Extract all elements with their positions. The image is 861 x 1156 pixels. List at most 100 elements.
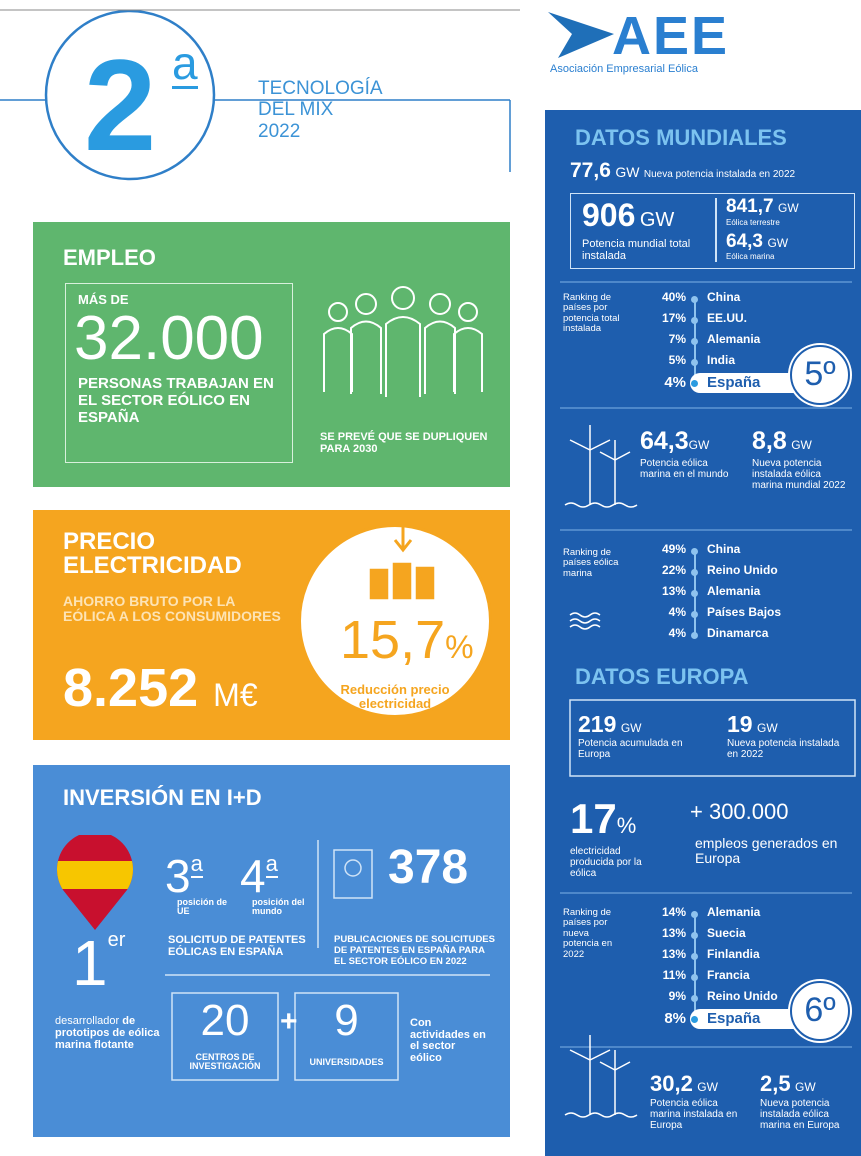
ranking-dot (691, 380, 698, 387)
ranking-dot (691, 632, 698, 639)
eu-offshore-new-label: Nueva potencia instalada eólica marina e… (760, 1098, 840, 1131)
stat-value: 19 (727, 711, 753, 737)
stat-unit: GW (757, 721, 778, 735)
ranking-pct: 14% (661, 905, 686, 919)
position-ordinal: a (265, 851, 278, 878)
precio-value: 8.252 M€ (63, 660, 258, 717)
header-number: 2 (84, 32, 157, 178)
ranking-dot (691, 611, 698, 618)
plus-sign: + (280, 1005, 298, 1038)
ranking-pct: 40% (661, 290, 686, 304)
ranking-country: España (707, 374, 761, 391)
ranking-dot (691, 953, 698, 960)
activities: Con actividades en el sector eólico (410, 1017, 486, 1064)
offshore-label: Potencia eólica marina en el mundo (640, 458, 729, 480)
datos-panel (545, 110, 861, 1156)
rank-value: 6º (804, 991, 836, 1029)
ranking-dot (691, 590, 698, 597)
ranking-label: Ranking de países por potencia total ins… (563, 292, 620, 335)
subtitle-line: DEL MIX (258, 99, 334, 121)
ranking-pct: 13% (661, 926, 686, 940)
subtitle-line: TECNOLOGÍA (258, 78, 383, 99)
stat-unit: GW (791, 438, 812, 452)
share-label: electricidad producida por la eólica (570, 846, 642, 879)
ranking-label: Ranking de países eólica marina (563, 547, 619, 579)
ranking-dot (691, 995, 698, 1002)
jobs-label: empleos generados en Europa (695, 835, 838, 866)
ranking-pct: 22% (661, 563, 686, 577)
header-lines (0, 9, 520, 181)
rank-value: 5º (804, 355, 836, 393)
header-ordinal: a (172, 37, 198, 89)
stat-value: 219 (578, 711, 617, 737)
stat-value: 64,3 (640, 427, 689, 455)
ranking-country: Reino Unido (707, 563, 778, 577)
stat-value: 2,5 (760, 1071, 791, 1096)
precio-number: 8.252 (63, 658, 199, 718)
stat-unit: GW (688, 438, 710, 452)
ranking-country: España (707, 1010, 761, 1027)
universidades-label: UNIVERSIDADES (309, 1057, 384, 1067)
accumulated-label: Potencia acumulada en Europa (578, 738, 683, 760)
ranking-country: India (707, 353, 736, 367)
eu-offshore-new-stat: 2,5 GW (760, 1072, 816, 1096)
first-text-plain: desarrollador (55, 1015, 120, 1027)
ranking-pct: 9% (668, 989, 686, 1003)
marina-stat: 64,3 GW (726, 232, 788, 252)
position-ordinal: a (190, 851, 203, 878)
offshore-stat: 64,3GW (640, 428, 709, 454)
share-stat: 17% (570, 796, 637, 841)
highlight-pill (690, 373, 815, 393)
ranking-label: Ranking de países por nueva potencia en … (563, 907, 613, 960)
stat-value: 841,7 (726, 196, 774, 217)
ranking-country: Reino Unido (707, 989, 778, 1003)
marina-label: Eólica marina (726, 252, 775, 261)
stat-value: 8,8 (752, 427, 787, 455)
mundiales-title: DATOS MUNDIALES (575, 125, 787, 150)
stat-unit: % (616, 813, 637, 838)
ranking-country: China (707, 542, 741, 556)
position-label: posición de UE (177, 897, 228, 917)
terrestre-label: Eólica terrestre (726, 218, 780, 227)
position-value: 3 (165, 850, 191, 902)
total-stat: 906 GW (582, 198, 675, 233)
inversion-panel (33, 765, 510, 1137)
empleo-panel (33, 222, 510, 487)
precio-title-line: ELECTRICIDAD (63, 552, 242, 579)
dividers (165, 840, 490, 1081)
total-label: Potencia mundial total instalada (582, 238, 691, 263)
jobs-value: + 300.000 (690, 799, 789, 824)
ranking-dot (691, 974, 698, 981)
header-subtitle: TECNOLOGÍA DEL MIX 2022 (258, 78, 383, 142)
first-number: 1er (72, 929, 125, 997)
stat-unit: GW (620, 721, 642, 735)
empleo-frame (65, 283, 293, 463)
stat-unit: GW (778, 201, 799, 215)
ranking-pct: 5% (668, 353, 686, 367)
offshore-new-label: Nueva potencia instalada eólica marina m… (752, 458, 846, 491)
ranking-pct: 11% (662, 968, 686, 982)
empleo-note: SE PREVÉ QUE SE DUPLIQUEN PARA 2030 (320, 431, 488, 455)
ranking-dot (691, 338, 698, 345)
empleo-title: EMPLEO (63, 245, 156, 270)
ranking-country: EE.UU. (707, 311, 748, 325)
first-text: desarrollador de prototipos de eólica ma… (55, 1015, 160, 1051)
ranking-pct: 4% (664, 374, 686, 391)
stat-value: 64,3 (726, 231, 763, 252)
stat-unit: GW (767, 236, 789, 250)
stat-unit: GW (795, 1080, 816, 1094)
stat-unit: GW (615, 164, 640, 180)
ranking-country: Alemania (707, 584, 761, 598)
offshore-new-stat: 8,8 GW (752, 428, 812, 454)
eu-offshore-label: Potencia eólica marina instalada en Euro… (650, 1098, 738, 1131)
ranking-pct: 8% (664, 1010, 686, 1027)
stat-unit: GW (639, 209, 675, 231)
position-number: 3a (165, 850, 203, 902)
patents-number: 378 (388, 841, 469, 894)
rank-circle (790, 345, 850, 405)
ranking-dot (691, 911, 698, 918)
ranking-pct: 4% (668, 626, 686, 640)
ranking-dot (691, 296, 698, 303)
precio-percent: 15,7% (340, 612, 474, 669)
